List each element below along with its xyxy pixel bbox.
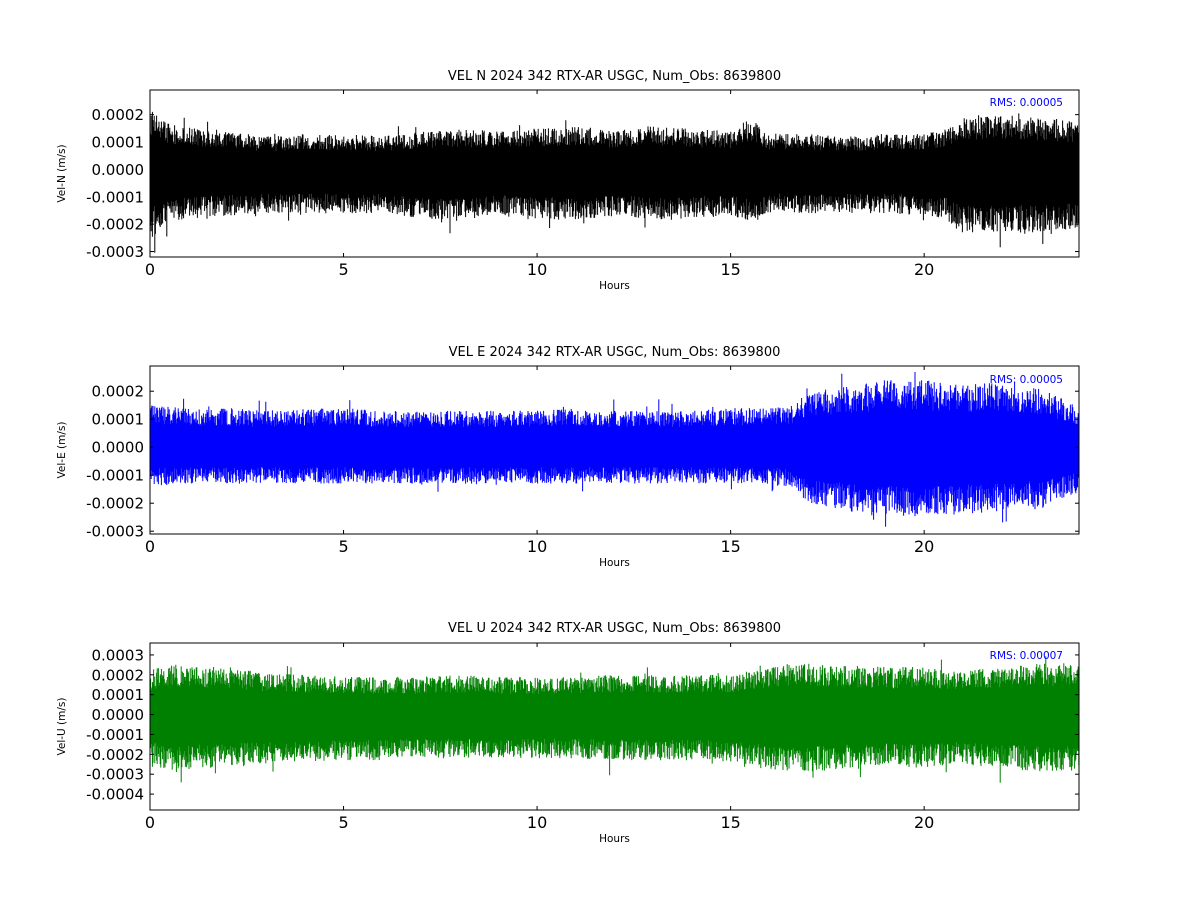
panel-title: VEL E 2024 342 RTX-AR USGC, Num_Obs: 863… bbox=[449, 345, 781, 360]
x-tick-label: 15 bbox=[720, 260, 740, 279]
x-axis-label: Hours bbox=[599, 280, 630, 292]
y-tick-label: -0.0003 bbox=[86, 766, 144, 784]
plot-area: 0 5 10 15 20 -0.0004 -0.0003 -0.0002 -0.0001 0.00… bbox=[86, 642, 1080, 832]
y-tick-label: 0.0001 bbox=[92, 686, 145, 704]
y-tick-label: 0.0001 bbox=[92, 411, 145, 429]
x-tick-label: 20 bbox=[914, 813, 934, 832]
y-tick-label: -0.0001 bbox=[86, 188, 144, 206]
y-axis-label: Vel-N (m/s) bbox=[56, 144, 68, 202]
x-tick-label: 20 bbox=[914, 537, 934, 556]
y-tick-label: -0.0002 bbox=[86, 216, 144, 234]
y-tick-label: -0.0001 bbox=[86, 726, 144, 744]
x-tick-label: 20 bbox=[914, 260, 934, 279]
x-axis-label: Hours bbox=[599, 833, 630, 845]
axes-frame bbox=[149, 365, 1080, 535]
y-tick-label: -0.0002 bbox=[86, 746, 144, 764]
x-tick-label: 10 bbox=[527, 260, 547, 279]
x-tick-label: 5 bbox=[338, 813, 348, 832]
x-tick-label: 5 bbox=[338, 537, 348, 556]
axes-frame bbox=[149, 642, 1080, 811]
y-tick-label: 0.0000 bbox=[92, 706, 145, 724]
y-tick-label: -0.0001 bbox=[86, 467, 144, 485]
y-tick-label: -0.0002 bbox=[86, 495, 144, 513]
panel-title: VEL U 2024 342 RTX-AR USGC, Num_Obs: 863… bbox=[448, 621, 781, 636]
y-tick-label: 0.0001 bbox=[92, 134, 145, 152]
x-tick-label: 0 bbox=[145, 537, 155, 556]
y-tick-label: 0.0002 bbox=[92, 383, 145, 401]
x-tick-label: 0 bbox=[145, 260, 155, 279]
y-axis-label: Vel-U (m/s) bbox=[56, 698, 68, 756]
x-axis-label: Hours bbox=[599, 557, 630, 569]
series-line bbox=[150, 372, 1079, 527]
axes-frame bbox=[149, 89, 1080, 258]
y-tick-label: -0.0003 bbox=[86, 523, 144, 541]
x-tick-label: 10 bbox=[527, 813, 547, 832]
x-tick-label: 0 bbox=[145, 813, 155, 832]
plot-area: 0 5 10 15 20 -0.0003 -0.0002 -0.0001 0.0000 0.000… bbox=[86, 365, 1080, 556]
y-tick-label: -0.0003 bbox=[86, 243, 144, 261]
panel-vel-u: VEL U 2024 342 RTX-AR USGC, Num_Obs: 863… bbox=[56, 621, 1080, 845]
y-tick-label: 0.0003 bbox=[92, 646, 145, 664]
x-tick-label: 15 bbox=[720, 813, 740, 832]
x-tick-label: 5 bbox=[338, 260, 348, 279]
series-line bbox=[150, 656, 1079, 783]
panel-vel-n: VEL N 2024 342 RTX-AR USGC, Num_Obs: 863… bbox=[56, 69, 1080, 292]
panel-vel-e: VEL E 2024 342 RTX-AR USGC, Num_Obs: 863… bbox=[56, 345, 1080, 569]
x-tick-label: 10 bbox=[527, 537, 547, 556]
x-tick-label: 15 bbox=[720, 537, 740, 556]
plot-area: 0 5 10 15 20 -0.0003 -0.0002 -0.0001 0.0000 0.000… bbox=[86, 89, 1080, 279]
y-tick-label: 0.0000 bbox=[92, 161, 145, 179]
y-axis-label: Vel-E (m/s) bbox=[56, 422, 68, 479]
y-tick-label: 0.0000 bbox=[92, 439, 145, 457]
y-tick-label: 0.0002 bbox=[92, 106, 145, 124]
panel-title: VEL N 2024 342 RTX-AR USGC, Num_Obs: 863… bbox=[448, 69, 781, 84]
y-tick-label: 0.0002 bbox=[92, 666, 145, 684]
series-line bbox=[150, 111, 1079, 253]
rms-annotation: RMS: 0.00005 bbox=[990, 374, 1063, 386]
y-tick-label: -0.0004 bbox=[86, 786, 144, 804]
rms-annotation: RMS: 0.00007 bbox=[990, 650, 1063, 662]
rms-annotation: RMS: 0.00005 bbox=[990, 97, 1063, 109]
